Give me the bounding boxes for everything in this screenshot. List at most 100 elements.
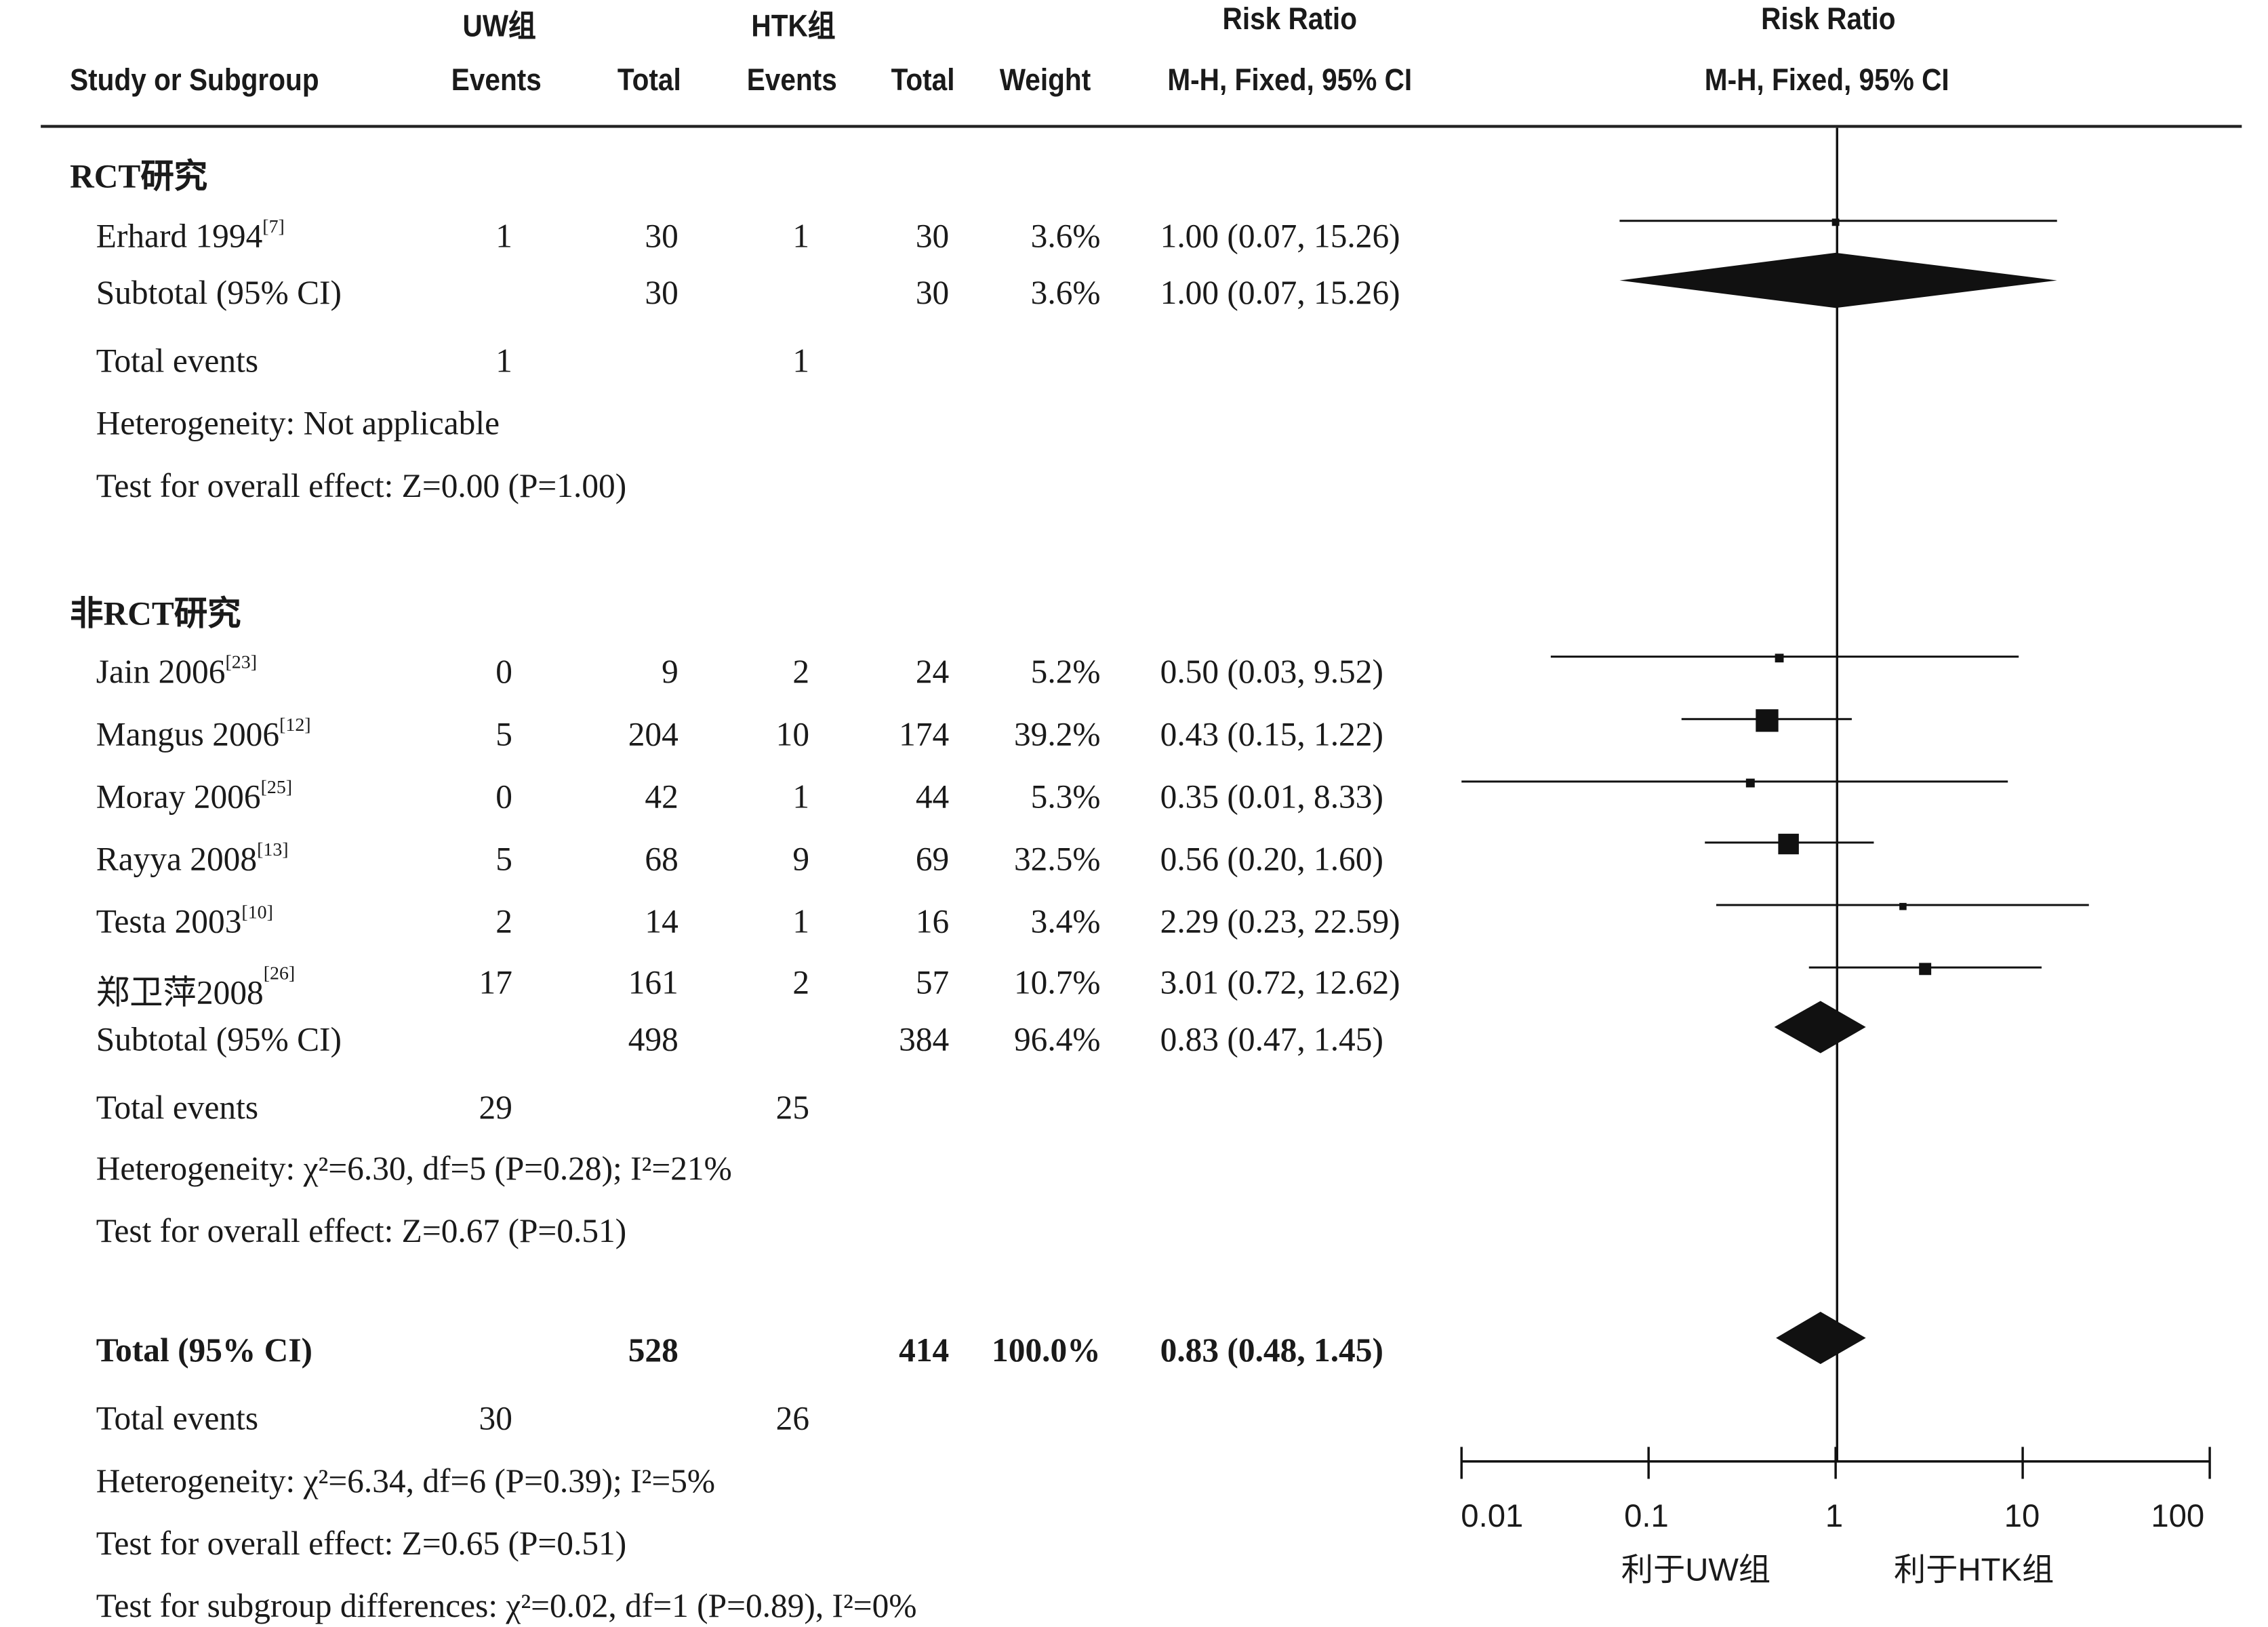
study-e2: 9: [792, 841, 810, 878]
subtotal-ci: 1.00 (0.07, 15.26): [1160, 275, 1400, 311]
heterogeneity-text: Heterogeneity: χ²=6.30, df=5 (P=0.28); I…: [96, 1150, 732, 1187]
header-rr-title: Risk Ratio: [1222, 3, 1358, 37]
study-e1: 1: [495, 218, 512, 255]
study-t2: 174: [899, 716, 950, 753]
study-ci: 0.56 (0.20, 1.60): [1160, 841, 1383, 878]
subtotal-label: Subtotal (95% CI): [96, 275, 342, 311]
study-name: Testa 2003[10]: [96, 900, 273, 940]
header-weight: Weight: [999, 64, 1091, 98]
heterogeneity-text: Heterogeneity: χ²=6.34, df=6 (P=0.39); I…: [96, 1462, 716, 1500]
total-weight: 100.0%: [992, 1332, 1101, 1369]
total-t2: 414: [899, 1332, 950, 1369]
header-group1: UW组: [462, 10, 536, 44]
header-plot-title: Risk Ratio: [1761, 3, 1896, 37]
total-events-label: Total events: [96, 342, 259, 380]
study-name: Erhard 1994[7]: [96, 215, 285, 255]
point-estimate: [1745, 778, 1755, 788]
total-events-e2: 26: [775, 1400, 810, 1437]
subtotal-t2: 30: [915, 275, 950, 311]
header-plot-method: M-H, Fixed, 95% CI: [1704, 64, 1949, 98]
study-t1: 161: [628, 964, 679, 1001]
study-t1: 42: [645, 778, 679, 816]
header-rr-method: M-H, Fixed, 95% CI: [1167, 64, 1413, 98]
subtotal-weight: 3.6%: [1030, 275, 1101, 311]
study-weight: 5.2%: [1030, 654, 1101, 690]
x-tick-label: 1: [1825, 1498, 1843, 1534]
subtotal-t2: 384: [899, 1021, 950, 1058]
point-estimate: [1919, 963, 1932, 976]
favours-right-label: 利于HTK组: [1894, 1552, 2054, 1588]
header-events1: Events: [451, 64, 542, 98]
study-e1: 5: [495, 841, 512, 878]
subtotal-weight: 96.4%: [1013, 1021, 1101, 1058]
study-ci: 3.01 (0.72, 12.62): [1160, 964, 1400, 1001]
study-ci: 0.43 (0.15, 1.22): [1160, 716, 1383, 753]
total-events-e1: 29: [479, 1089, 512, 1126]
study-t2: 30: [915, 218, 950, 255]
header-rule: [41, 125, 2242, 128]
total-events-e1: 1: [495, 342, 512, 380]
study-weight: 3.4%: [1030, 903, 1101, 940]
pooled-diamonds: [1619, 252, 2057, 1365]
study-e2: 2: [792, 654, 810, 690]
study-ci: 2.29 (0.23, 22.59): [1160, 903, 1400, 940]
study-name: Mangus 2006[12]: [96, 713, 311, 753]
point-estimate: [1756, 709, 1779, 732]
study-name: Moray 2006[25]: [96, 776, 293, 816]
study-ci: 0.35 (0.01, 8.33): [1160, 778, 1383, 816]
subgroup-differences-text: Test for subgroup differences: χ²=0.02, …: [96, 1588, 917, 1624]
study-e2: 10: [775, 716, 810, 753]
x-tick-label: 0.01: [1461, 1498, 1523, 1534]
heterogeneity-text: Heterogeneity: Not applicable: [96, 405, 500, 442]
total-events-label: Total events: [96, 1400, 259, 1437]
study-e2: 1: [792, 218, 810, 255]
study-markers: [1461, 218, 2089, 976]
study-t2: 69: [915, 841, 950, 878]
header-group2: HTK组: [751, 10, 836, 44]
study-e2: 1: [792, 903, 810, 940]
point-estimate: [1899, 902, 1907, 910]
header-total1: Total: [617, 64, 681, 98]
study-t1: 68: [645, 841, 679, 878]
study-t2: 44: [915, 778, 950, 816]
study-e1: 0: [495, 654, 512, 690]
x-tick-label: 10: [2004, 1498, 2040, 1534]
total-events-e2: 25: [775, 1089, 810, 1126]
study-e1: 0: [495, 778, 512, 816]
x-axis-ticks: 0.01 0.1 1 10 100: [1460, 1447, 2211, 1534]
study-weight: 3.6%: [1030, 218, 1101, 255]
pooled-diamond: [1776, 1312, 1866, 1365]
total-t1: 528: [628, 1332, 679, 1369]
point-estimate: [1775, 654, 1784, 663]
study-e1: 2: [495, 903, 512, 940]
overall-effect-text: Test for overall effect: Z=0.00 (P=1.00): [96, 468, 627, 504]
study-weight: 5.3%: [1030, 778, 1101, 816]
section-title-nonrct: 非RCT研究: [70, 595, 241, 632]
x-tick-label: 100: [2151, 1498, 2204, 1534]
subtotal-label: Subtotal (95% CI): [96, 1021, 342, 1058]
total-events-e1: 30: [479, 1400, 512, 1437]
subtotal-t1: 498: [628, 1021, 679, 1058]
total-events-label: Total events: [96, 1089, 259, 1126]
study-t1: 30: [645, 218, 679, 255]
study-t2: 24: [915, 654, 950, 690]
subtotal-t1: 30: [645, 275, 679, 311]
study-weight: 39.2%: [1013, 716, 1101, 753]
study-t1: 14: [645, 903, 679, 940]
total-events-e2: 1: [792, 342, 810, 380]
study-t2: 57: [915, 964, 950, 1001]
study-e1: 5: [495, 716, 512, 753]
header-study: Study or Subgroup: [70, 64, 319, 98]
point-estimate: [1831, 218, 1840, 226]
study-weight: 10.7%: [1013, 964, 1101, 1001]
overall-effect-text: Test for overall effect: Z=0.65 (P=0.51): [96, 1525, 627, 1562]
study-t2: 16: [915, 903, 950, 940]
header-total2: Total: [891, 64, 955, 98]
subtotal-ci: 0.83 (0.47, 1.45): [1160, 1021, 1383, 1058]
header-events2: Events: [746, 64, 837, 98]
study-e1: 17: [479, 964, 512, 1001]
study-weight: 32.5%: [1013, 841, 1101, 878]
study-name: Rayya 2008[13]: [96, 838, 289, 878]
